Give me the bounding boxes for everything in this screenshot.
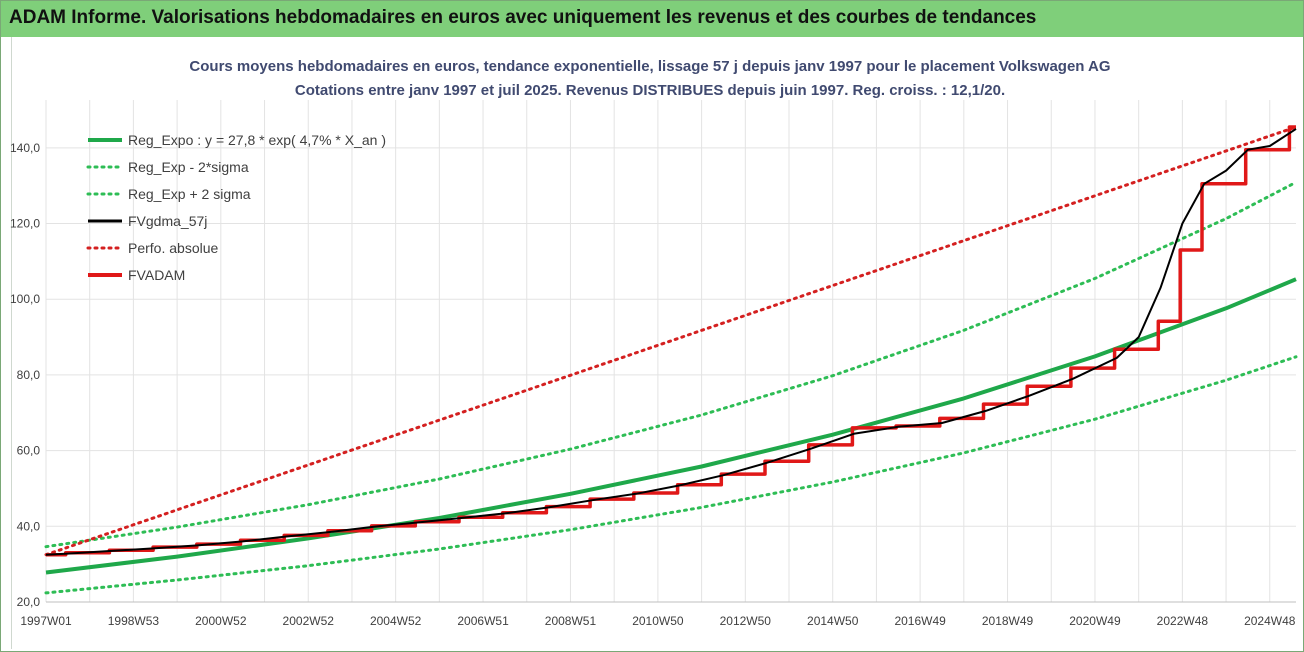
plot-area [11,37,1300,649]
series-line-3 [45,128,1297,556]
y-tick-label: 60,0 [17,444,41,458]
x-tick-label: 2018W49 [982,614,1034,628]
x-tick-label: 1997W01 [20,614,72,628]
legend-label: Reg_Expo : y = 27,8 * exp( 4,7% * X_an ) [128,132,386,148]
y-tick-label: 80,0 [17,368,41,382]
x-tick-label: 2022W48 [1157,614,1209,628]
y-tick-label: 40,0 [17,519,41,533]
y-tick-label: 140,0 [10,141,40,155]
x-tick-label: 2024W48 [1244,614,1296,628]
chart-title: Cours moyens hebdomadaires en euros, ten… [189,58,1110,75]
series-line-1 [44,355,1298,595]
x-tick-label: 2014W50 [807,614,859,628]
series-lines [44,125,1298,595]
y-axis-ticks: 20,0 40,0 60,0 80,0 100,0 120,0 140,0 [10,141,40,609]
x-tick-label: 2000W52 [195,614,247,628]
chart-subtitle: Cotations entre janv 1997 et juil 2025. … [295,82,1005,99]
x-tick-label: 2010W50 [632,614,684,628]
x-tick-label: 2020W49 [1069,614,1121,628]
gridlines [45,100,1296,603]
legend-label: FVgdma_57j [128,213,207,229]
page-title: ADAM Informe. Valorisations hebdomadaire… [9,7,1037,28]
y-tick-label: 20,0 [17,595,41,609]
series-line-0 [45,277,1297,575]
x-tick-label: 2016W49 [894,614,946,628]
y-tick-label: 100,0 [10,292,40,306]
x-axis-ticks: 1997W01 1998W53 2000W52 2002W52 2004W52 2006W… [20,614,1295,628]
x-tick-label: 2008W51 [545,614,597,628]
x-tick-label: 2002W52 [283,614,335,628]
legend: Reg_Expo : y = 27,8 * exp( 4,7% * X_an )… [86,132,386,283]
x-tick-label: 1998W53 [108,614,160,628]
legend-label: Reg_Exp - 2*sigma [128,159,249,175]
y-tick-label: 120,0 [10,217,40,231]
legend-label: FVADAM [128,267,185,283]
series-line-2 [44,180,1298,549]
header-bar: ADAM Informe. Valorisations hebdomadaire… [1,1,1303,37]
x-tick-label: 2004W52 [370,614,422,628]
legend-label: Perfo. absolue [128,240,218,256]
legend-label: Reg_Exp + 2 sigma [128,186,251,202]
series-line-4 [44,125,1298,557]
x-tick-label: 2006W51 [457,614,509,628]
x-tick-label: 2012W50 [720,614,772,628]
